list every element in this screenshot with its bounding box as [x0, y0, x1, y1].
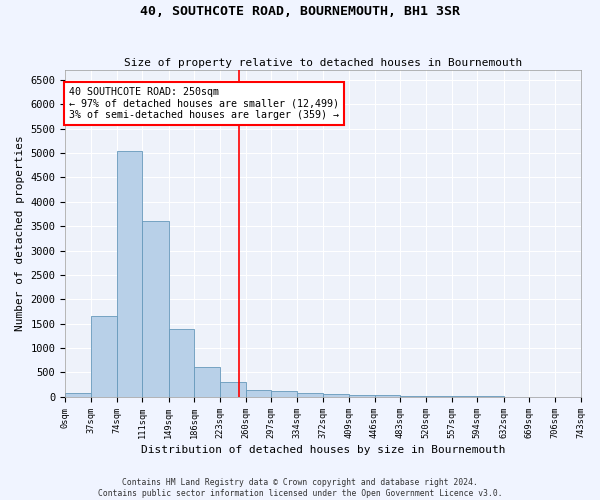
Y-axis label: Number of detached properties: Number of detached properties: [15, 136, 25, 332]
Bar: [245, 390, 271, 397]
Bar: [91, 316, 116, 397]
Bar: [374, 396, 400, 397]
Bar: [400, 396, 426, 397]
X-axis label: Distribution of detached houses by size in Bournemouth: Distribution of detached houses by size …: [140, 445, 505, 455]
Bar: [297, 394, 323, 397]
Bar: [194, 366, 220, 397]
Text: Contains HM Land Registry data © Crown copyright and database right 2024.
Contai: Contains HM Land Registry data © Crown c…: [98, 478, 502, 498]
Bar: [142, 222, 169, 397]
Bar: [220, 382, 245, 397]
Bar: [323, 394, 349, 397]
Bar: [426, 396, 452, 397]
Title: Size of property relative to detached houses in Bournemouth: Size of property relative to detached ho…: [124, 58, 522, 68]
Text: 40, SOUTHCOTE ROAD, BOURNEMOUTH, BH1 3SR: 40, SOUTHCOTE ROAD, BOURNEMOUTH, BH1 3SR: [140, 5, 460, 18]
Bar: [349, 395, 374, 397]
Text: 40 SOUTHCOTE ROAD: 250sqm
← 97% of detached houses are smaller (12,499)
3% of se: 40 SOUTHCOTE ROAD: 250sqm ← 97% of detac…: [69, 87, 339, 120]
Bar: [169, 328, 194, 397]
Bar: [65, 393, 91, 397]
Bar: [271, 392, 297, 397]
Bar: [116, 150, 142, 397]
